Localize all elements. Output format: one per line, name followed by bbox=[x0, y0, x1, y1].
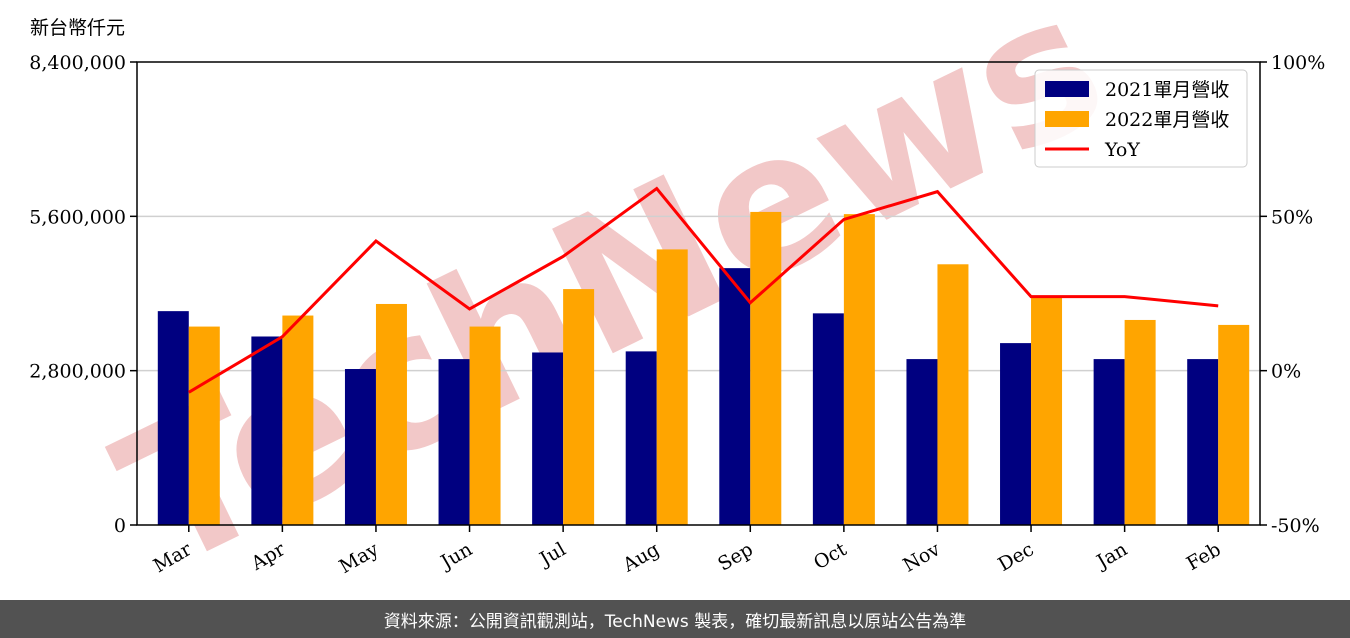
bar-2022-sep bbox=[750, 211, 782, 525]
y-tick-label: 2,800,000 bbox=[29, 361, 126, 383]
x-tick-label-jan: Jan bbox=[1091, 538, 1131, 574]
bar-2022-nov bbox=[937, 264, 969, 525]
legend-swatch-0 bbox=[1045, 81, 1089, 97]
legend-label-2: YoY bbox=[1104, 139, 1140, 161]
bar-2021-aug bbox=[625, 351, 657, 525]
bar-2022-jan bbox=[1124, 319, 1156, 525]
bars bbox=[157, 211, 1250, 525]
bar-2021-dec bbox=[1000, 343, 1032, 525]
y-tick-label: 5,600,000 bbox=[29, 206, 126, 228]
watermark-text: TechNews bbox=[88, 0, 1135, 600]
y-axis-label: 新台幣仟元 bbox=[30, 17, 125, 39]
x-tick-label-aug: Aug bbox=[618, 538, 663, 577]
x-tick-label-dec: Dec bbox=[994, 538, 1037, 576]
legend-label-0: 2021單月營收 bbox=[1105, 79, 1229, 101]
x-tick-label-nov: Nov bbox=[899, 538, 944, 577]
grid bbox=[137, 215, 1260, 372]
bar-2021-jan bbox=[1093, 359, 1125, 525]
legend: 2021單月營收 2022單月營收 YoY bbox=[1034, 69, 1248, 168]
x-tick-label-jul: Jul bbox=[534, 538, 569, 571]
x-tick-label-jun: Jun bbox=[436, 538, 477, 574]
bar-2021-may bbox=[344, 369, 376, 525]
y-tick-label: 0 bbox=[114, 515, 126, 537]
x-tick-label-may: May bbox=[335, 538, 382, 578]
x-tick-label-feb: Feb bbox=[1183, 538, 1225, 575]
footer-text: 資料來源：公開資訊觀測站，TechNews 製表，確切最新訊息以原站公告為準 bbox=[383, 611, 967, 632]
bar-2022-oct bbox=[843, 214, 875, 525]
bar-2021-sep bbox=[719, 268, 751, 525]
bar-2021-feb bbox=[1187, 359, 1219, 525]
y2-tick-label: -50% bbox=[1271, 515, 1320, 537]
yoy-line bbox=[188, 186, 1219, 394]
x-tick-label-oct: Oct bbox=[810, 538, 851, 574]
yoy-line-layer bbox=[188, 186, 1219, 394]
bar-2022-aug bbox=[656, 249, 688, 525]
bar-2022-jul bbox=[563, 289, 595, 525]
bar-2021-oct bbox=[812, 313, 844, 525]
bar-2021-mar bbox=[157, 311, 189, 525]
bar-2022-may bbox=[375, 303, 407, 525]
bar-2022-dec bbox=[1031, 296, 1063, 525]
bar-2022-feb bbox=[1218, 324, 1250, 525]
legend-label-1: 2022單月營收 bbox=[1105, 109, 1229, 131]
watermark: TechNews bbox=[88, 0, 1135, 600]
y2-tick-label: 50% bbox=[1271, 206, 1313, 228]
y2-tick-label: 0% bbox=[1271, 361, 1301, 383]
bar-2021-jun bbox=[438, 359, 470, 525]
bar-2021-nov bbox=[906, 359, 938, 525]
bar-2022-apr bbox=[282, 315, 314, 525]
y2-tick-label: 100% bbox=[1271, 52, 1325, 74]
bar-2021-jul bbox=[532, 352, 564, 525]
y-tick-label: 8,400,000 bbox=[29, 52, 126, 74]
x-tick-label-sep: Sep bbox=[714, 538, 757, 575]
legend-swatch-1 bbox=[1045, 111, 1089, 127]
source-footer: 資料來源：公開資訊觀測站，TechNews 製表，確切最新訊息以原站公告為準 bbox=[0, 600, 1350, 638]
bar-2021-apr bbox=[251, 336, 283, 525]
bar-2022-jun bbox=[469, 326, 501, 525]
chart: TechNews 0 2,800,000 5,600,000 8,400,000 -50… bbox=[29, 0, 1325, 600]
plot-frame bbox=[136, 61, 1261, 526]
bar-2022-mar bbox=[188, 326, 220, 525]
